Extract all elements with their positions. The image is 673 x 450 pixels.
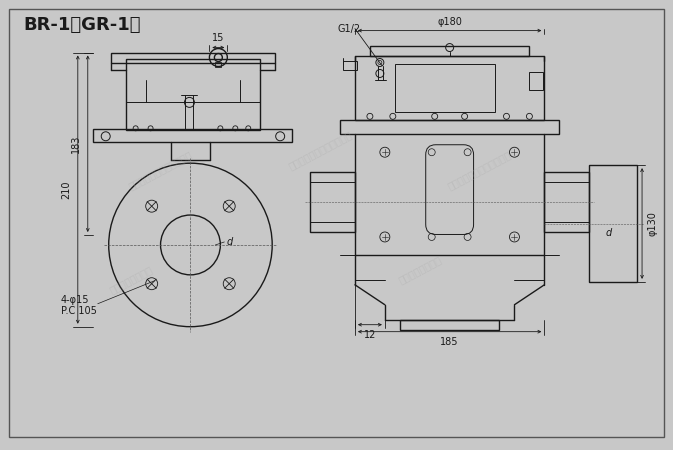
Text: 15: 15 <box>212 32 225 43</box>
Text: P.C 105: P.C 105 <box>61 306 97 316</box>
Text: 12: 12 <box>363 330 376 340</box>
Text: 183: 183 <box>71 135 81 153</box>
Bar <box>355 55 544 120</box>
Bar <box>544 172 590 232</box>
Bar <box>110 53 275 63</box>
Bar <box>343 60 357 71</box>
Bar <box>590 165 637 282</box>
Bar <box>215 62 221 68</box>
Text: 长沙信德机电贸易有限公司: 长沙信德机电贸易有限公司 <box>287 129 353 171</box>
Bar <box>530 72 543 90</box>
Bar <box>370 45 530 55</box>
Text: d: d <box>606 229 612 238</box>
Bar <box>93 129 292 142</box>
Bar <box>340 120 559 134</box>
Text: G1/2: G1/2 <box>338 23 361 34</box>
Bar <box>310 172 355 232</box>
Text: BR-1、GR-1型: BR-1、GR-1型 <box>23 16 141 34</box>
Text: 210: 210 <box>61 180 71 199</box>
Text: φ180: φ180 <box>437 17 462 27</box>
Text: 185: 185 <box>440 337 459 347</box>
Text: φ130: φ130 <box>647 211 657 236</box>
Bar <box>400 320 499 330</box>
Text: d: d <box>226 237 233 247</box>
Text: 长沙信德机电贸易有限公司: 长沙信德机电贸易有限公司 <box>446 149 513 191</box>
Text: 长沙信德机电贸易: 长沙信德机电贸易 <box>396 254 443 285</box>
Text: 长沙信德机电贸易: 长沙信德机电贸易 <box>108 265 153 295</box>
Bar <box>395 64 495 112</box>
Bar <box>126 58 260 130</box>
Text: 长沙信德机电贸易有限公司: 长沙信德机电贸易有限公司 <box>127 149 194 191</box>
Text: 4-φ15: 4-φ15 <box>61 295 90 305</box>
